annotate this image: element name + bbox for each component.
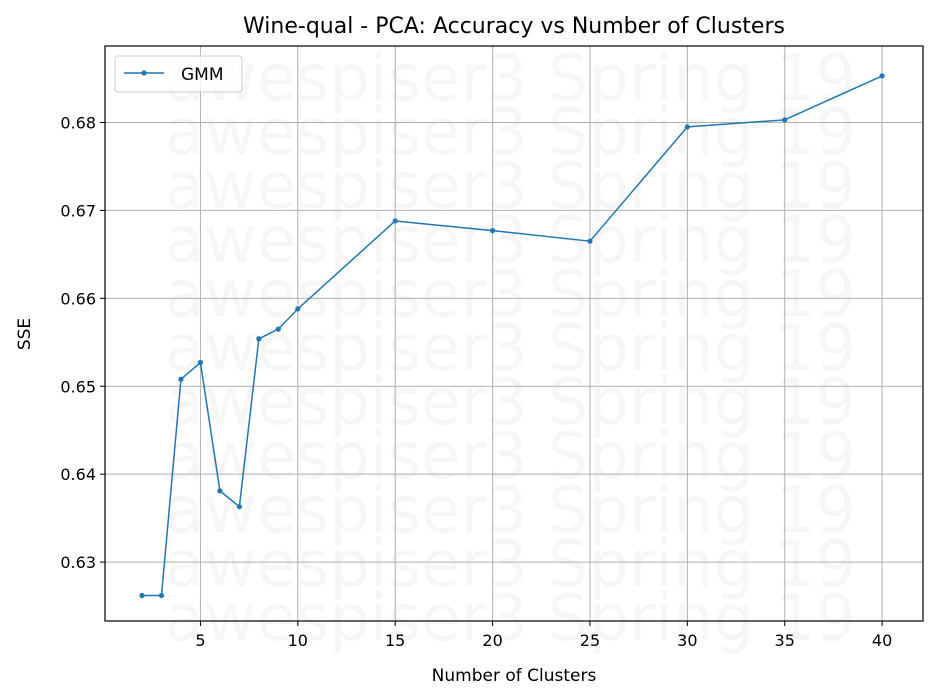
data-point: [684, 124, 690, 130]
grid: [105, 46, 923, 621]
y-tick-label: 0.68: [60, 113, 96, 132]
legend-label-gmm: GMM: [181, 65, 224, 85]
x-tick-label: 25: [580, 631, 600, 650]
x-tick-label: 30: [677, 631, 697, 650]
data-point: [158, 592, 165, 599]
y-tick-label: 0.64: [60, 465, 96, 484]
x-tick-label: 40: [872, 631, 892, 650]
y-tick-label: 0.66: [60, 289, 96, 308]
data-point: [217, 488, 223, 494]
y-tick-label: 0.65: [60, 377, 96, 396]
watermark-text: awespiser3 Spring 19: [165, 42, 856, 116]
x-tick-label: 15: [385, 631, 405, 650]
data-point: [295, 306, 301, 312]
series-layer: [139, 73, 885, 599]
data-point: [139, 592, 145, 599]
legend-marker: [141, 70, 147, 76]
x-tick-label: 10: [288, 631, 308, 650]
axis-ticks: 5 10 15 20 25 30 35 40 0.63 0.64 0.65 0.66 0.67 0.68: [60, 113, 892, 650]
x-axis-label: Number of Clusters: [432, 666, 597, 686]
data-point: [782, 117, 788, 123]
x-tick-label: 5: [195, 631, 205, 650]
data-point: [197, 359, 204, 366]
y-tick-label: 0.63: [60, 553, 96, 572]
data-point: [489, 228, 496, 234]
data-point: [275, 326, 281, 332]
y-tick-label: 0.67: [60, 201, 96, 220]
data-point: [587, 238, 593, 244]
legend: GMM: [114, 55, 243, 93]
data-point: [236, 504, 242, 510]
x-tick-label: 20: [482, 631, 502, 650]
plot-frame: [104, 45, 924, 622]
y-axis-label: SSE: [15, 318, 35, 350]
data-point: [178, 376, 184, 382]
data-point: [256, 336, 262, 342]
data-point: [392, 218, 398, 224]
data-point: [879, 73, 885, 79]
chart-title: Wine-qual - PCA: Accuracy vs Number of C…: [243, 14, 785, 39]
x-tick-label: 35: [775, 631, 795, 650]
legend-box: [114, 55, 243, 93]
